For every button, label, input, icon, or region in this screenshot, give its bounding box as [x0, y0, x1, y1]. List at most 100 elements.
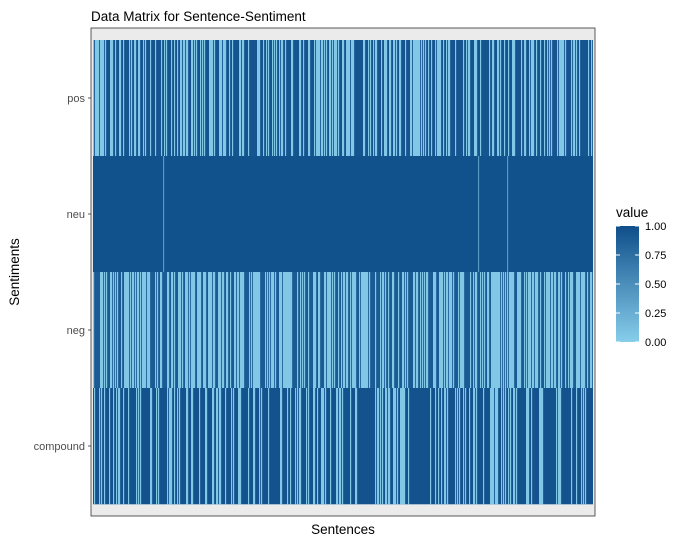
heatmap-cell [568, 272, 570, 389]
heatmap-cell [302, 272, 304, 389]
heatmap-cell [187, 40, 189, 157]
heatmap-cell [591, 272, 593, 389]
heatmap-cell [413, 40, 415, 157]
heatmap-cell [576, 388, 578, 505]
heatmap-cell [517, 272, 519, 389]
heatmap-cell [362, 272, 364, 389]
heatmap-cell [200, 272, 202, 389]
heatmap-cell [290, 388, 292, 505]
heatmap-cell [455, 388, 457, 505]
heatmap-cell [197, 272, 199, 389]
y-tick-label-compound: compound [34, 441, 85, 453]
heatmap-cell [557, 40, 559, 157]
heatmap-cell [167, 272, 169, 389]
heatmap-cell [324, 272, 326, 389]
heatmap-cell [220, 272, 222, 389]
heatmap-cell [95, 40, 97, 157]
heatmap-cell [449, 40, 451, 157]
heatmap-cell [547, 272, 549, 389]
heatmap-cell [329, 40, 331, 157]
heatmap-cell [476, 40, 478, 157]
heatmap-cell [303, 40, 305, 157]
heatmap-cell [579, 40, 581, 157]
heatmap-cell [202, 40, 204, 157]
heatmap-cell [177, 388, 179, 505]
heatmap-cell [577, 272, 579, 389]
heatmap-cell [147, 272, 149, 389]
heatmap-cell [184, 40, 186, 157]
heatmap-cell [223, 272, 225, 389]
heatmap-cell [431, 40, 433, 157]
heatmap-cell [231, 388, 233, 505]
heatmap-cell [484, 272, 486, 389]
heatmap-cell [573, 40, 575, 157]
heatmap-cell [150, 388, 152, 505]
heatmap-cell [283, 272, 285, 389]
y-axis-title: Sentiments [7, 238, 22, 306]
heatmap-cell [397, 388, 399, 505]
heatmap-cell [129, 40, 131, 157]
heatmap-cell [524, 40, 526, 157]
heatmap-cell [403, 272, 405, 389]
heatmap-cell [552, 272, 554, 389]
heatmap-cell [332, 40, 334, 157]
heatmap-cell [579, 272, 581, 389]
heatmap-cell [328, 272, 330, 389]
heatmap-cell [316, 40, 318, 157]
heatmap-cell [380, 388, 382, 505]
heatmap-cell [528, 272, 530, 389]
heatmap-cell [394, 40, 396, 157]
heatmap-cell [445, 388, 447, 505]
heatmap-cell [498, 272, 500, 389]
heatmap-cell [120, 40, 122, 157]
heatmap-cell [335, 40, 337, 157]
heatmap-cell [503, 388, 505, 505]
legend-break-label: 1.00 [645, 221, 666, 233]
heatmap-cell [505, 272, 507, 389]
heatmap-cell [232, 40, 234, 157]
heatmap-cell [241, 272, 243, 389]
heatmap-cell [475, 272, 477, 389]
heatmap-cell [186, 272, 188, 389]
heatmap-cell [325, 272, 327, 389]
heatmap-cell [253, 272, 255, 389]
heatmap-cell [382, 388, 384, 505]
heatmap-cell [317, 40, 319, 157]
heatmap-cell [327, 272, 329, 389]
heatmap-cell [582, 272, 584, 389]
heatmap-cell [321, 40, 323, 157]
heatmap-cell [349, 40, 351, 157]
heatmap-cell [342, 40, 344, 157]
heatmap-cell [505, 388, 507, 505]
heatmap-cell [268, 40, 270, 157]
heatmap-cell [417, 272, 419, 389]
heatmap-cell [512, 272, 514, 389]
heatmap-cell [348, 40, 350, 157]
heatmap-cell [213, 388, 215, 505]
heatmap-cell [322, 40, 324, 157]
heatmap-cell [123, 40, 125, 157]
heatmap-cell [361, 272, 363, 389]
heatmap-cell [220, 40, 222, 157]
heatmap-cell [535, 272, 537, 389]
heatmap-cell [118, 388, 120, 505]
heatmap-cell [367, 272, 369, 389]
heatmap-cell [393, 388, 395, 505]
heatmap-cell [323, 388, 325, 505]
heatmap-cell [421, 40, 423, 157]
heatmap-cell [199, 388, 201, 505]
heatmap-cell [112, 40, 114, 157]
heatmap-cell [93, 272, 95, 389]
heatmap-cell [353, 40, 355, 157]
heatmap-cell [136, 388, 138, 505]
heatmap-cell [230, 272, 232, 389]
heatmap-cell [314, 272, 316, 389]
heatmap-cell [475, 40, 477, 157]
heatmap-cell [532, 272, 534, 389]
heatmap-cell [384, 40, 386, 157]
heatmap-cell [242, 272, 244, 389]
heatmap-cell [205, 388, 207, 505]
heatmap-cell [116, 388, 118, 505]
legend-break-label: 0.25 [645, 308, 666, 320]
heatmap-cell [123, 388, 125, 505]
